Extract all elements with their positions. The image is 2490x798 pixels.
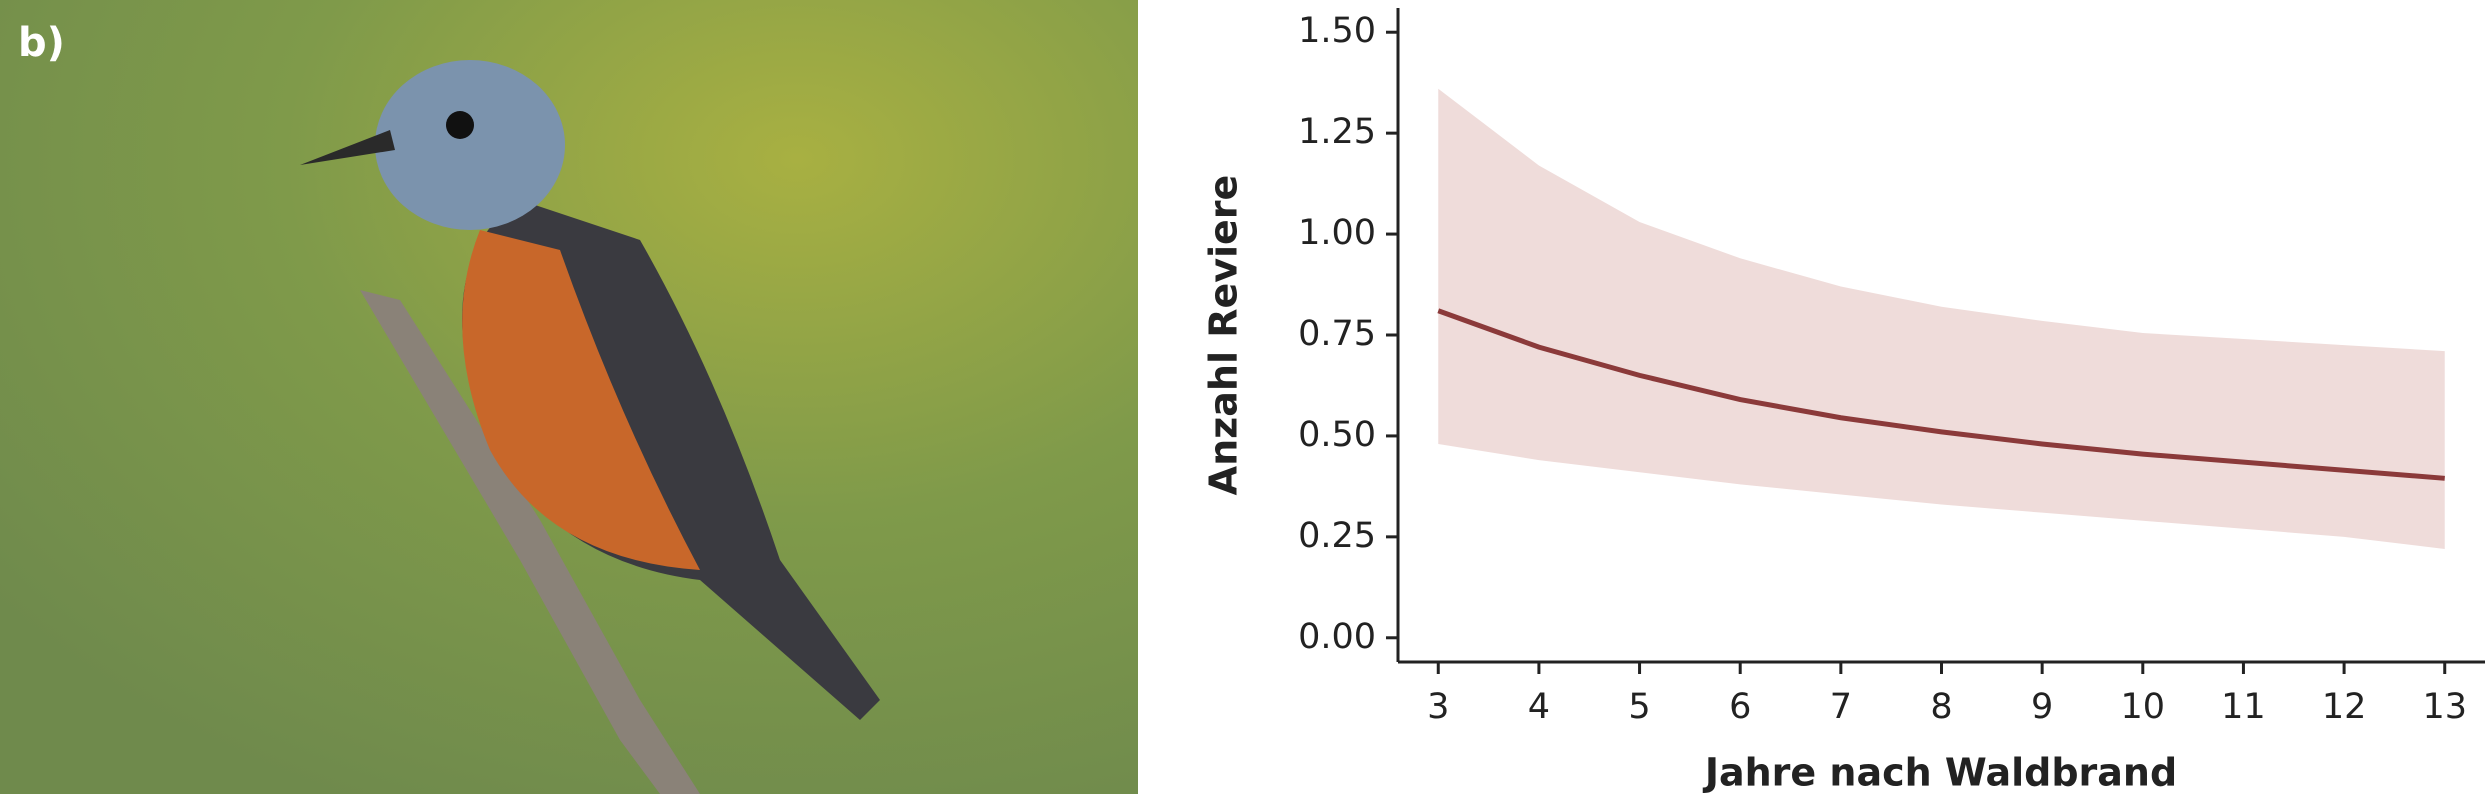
confidence-band	[1438, 88, 2445, 549]
y-tick-label: 0.25	[1298, 516, 1376, 556]
x-tick-label: 3	[1427, 687, 1449, 727]
y-tick-label: 1.00	[1298, 213, 1376, 253]
line	[1437, 308, 2445, 481]
y-tick-label: 0.50	[1298, 415, 1376, 455]
panel-label: b)	[18, 20, 65, 66]
y-tick-label: 0.75	[1298, 314, 1376, 354]
y-tick-label: 1.25	[1298, 112, 1376, 152]
x-tick-label: 11	[2221, 687, 2266, 727]
x-tick-label: 5	[1628, 687, 1650, 727]
x-tick-label: 7	[1830, 687, 1852, 727]
x-tick-label: 8	[1930, 687, 1952, 727]
bird-photo	[0, 0, 1138, 794]
y-tick-label: 0.00	[1298, 617, 1376, 657]
x-tick-label: 9	[2031, 687, 2053, 727]
x-tick-label: 4	[1528, 687, 1550, 727]
x-tick-label: 6	[1729, 687, 1751, 727]
x-tick-label: 12	[2322, 687, 2367, 727]
y-tick-label: 1.50	[1298, 11, 1376, 51]
x-tick-label: 13	[2422, 687, 2467, 727]
x-tick-label: 10	[2121, 687, 2166, 727]
x-axis-label: Jahre nach Waldbrand	[1702, 751, 2177, 795]
y-axis-label: Anzahl Reviere	[1202, 175, 1246, 496]
